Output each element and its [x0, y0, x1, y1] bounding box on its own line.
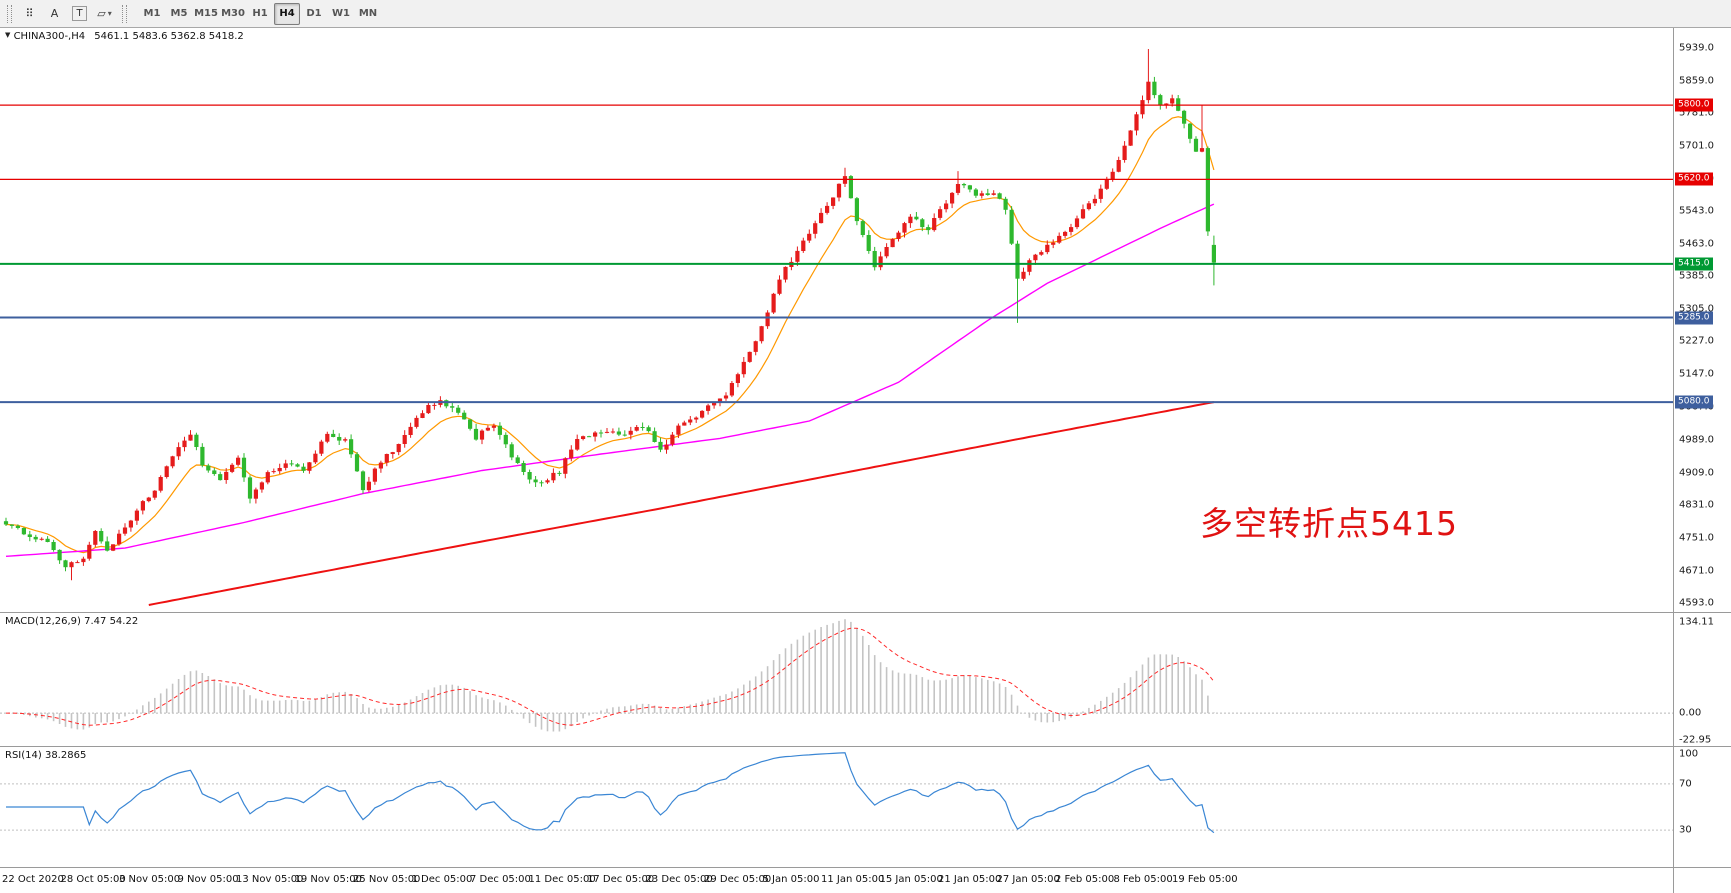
- time-axis-label: 23 Dec 05:00: [645, 874, 713, 885]
- time-axis-label: 28 Oct 05:00: [60, 874, 126, 885]
- rsi-label: RSI(14) 38.2865: [5, 750, 87, 761]
- macd-axis[interactable]: 134.11 0.00 -22.95: [1673, 613, 1731, 746]
- price-chart-panel: ▼ CHINA300-,H4 5461.1 5483.6 5362.8 5418…: [0, 28, 1731, 613]
- macd-axis-min: -22.95: [1679, 734, 1712, 746]
- rsi-panel: RSI(14) 38.2865 100 70 30: [0, 747, 1731, 868]
- text-tool-label: T: [72, 6, 87, 21]
- macd-label: MACD(12,26,9) 7.47 54.22: [5, 616, 139, 627]
- macd-histogram: [11, 619, 1215, 732]
- time-axis-label: 29 Dec 05:00: [704, 874, 772, 885]
- chart-symbol-timeframe: CHINA300-,H4: [13, 31, 86, 42]
- timeframe-button-m30[interactable]: M30: [220, 3, 246, 25]
- price-axis-label: 5781.0: [1679, 107, 1714, 119]
- timeframe-button-h4[interactable]: H4: [274, 2, 300, 25]
- timeframe-button-h1[interactable]: H1: [247, 3, 273, 25]
- price-badge-5800.0: 5800.0: [1675, 98, 1713, 112]
- price-chart-plot[interactable]: ▼ CHINA300-,H4 5461.1 5483.6 5362.8 5418…: [0, 28, 1673, 612]
- rsi-plot[interactable]: RSI(14) 38.2865: [0, 747, 1673, 867]
- price-axis-label: 5543.0: [1679, 205, 1714, 217]
- timeframe-button-d1[interactable]: D1: [301, 3, 327, 25]
- time-axis-label: 27 Jan 05:00: [996, 874, 1060, 885]
- shapes-dropdown-button[interactable]: ▱ ▾: [93, 3, 116, 25]
- time-axis-label: 9 Nov 05:00: [177, 874, 239, 885]
- time-axis-label: 11 Dec 05:00: [528, 874, 596, 885]
- price-axis-label: 4989.0: [1679, 434, 1714, 446]
- time-axis-label: 19 Feb 05:00: [1172, 874, 1238, 885]
- font-tool-button[interactable]: A: [43, 3, 66, 25]
- top-toolbar: ⠿ A T ▱ ▾ M1 M5 M15 M30 H1 H4 D1 W1 MN: [0, 0, 1731, 28]
- chart-ohlc-values: 5461.1 5483.6 5362.8 5418.2: [94, 31, 244, 42]
- price-axis[interactable]: 5939.0 5859.0 5781.0 5701.0 5620.0 5543.0 5463…: [1673, 28, 1731, 612]
- shape-icon: ▱: [97, 7, 106, 20]
- time-axis-label: 7 Dec 05:00: [470, 874, 531, 885]
- font-tool-label: A: [50, 7, 59, 20]
- time-axis-label: 25 Nov 05:00: [353, 874, 421, 885]
- candles-layer: [3, 49, 1216, 581]
- time-axis-label: 3 Nov 05:00: [119, 874, 181, 885]
- price-axis-label: 5859.0: [1679, 75, 1714, 87]
- price-axis-label: 4751.0: [1679, 532, 1714, 544]
- price-axis-label: 4909.0: [1679, 467, 1714, 479]
- timeframe-button-mn[interactable]: MN: [355, 3, 381, 25]
- time-axis-label: 15 Jan 05:00: [879, 874, 943, 885]
- time-axis-label: 21 Jan 05:00: [938, 874, 1002, 885]
- price-axis-label: 5701.0: [1679, 140, 1714, 152]
- time-axis-label: 22 Oct 2020: [2, 874, 64, 885]
- macd-plot[interactable]: MACD(12,26,9) 7.47 54.22: [0, 613, 1673, 746]
- toolbar-grip[interactable]: [122, 4, 127, 23]
- rsi-axis-70: 70: [1679, 778, 1692, 790]
- price-axis-label: 4671.0: [1679, 565, 1714, 577]
- time-axis-label: 17 Dec 05:00: [587, 874, 655, 885]
- candlestick-chart[interactable]: [0, 28, 1673, 612]
- macd-axis-max: 134.11: [1679, 616, 1714, 628]
- time-axis-label: 2 Feb 05:00: [1055, 874, 1115, 885]
- rsi-line: [6, 752, 1215, 834]
- price-badge-5285.0: 5285.0: [1675, 311, 1713, 325]
- time-axis-label: 5 Jan 05:00: [762, 874, 820, 885]
- rsi-axis[interactable]: 100 70 30: [1673, 747, 1731, 867]
- chart-title: ▼ CHINA300-,H4 5461.1 5483.6 5362.8 5418…: [5, 31, 244, 42]
- timeframe-button-w1[interactable]: W1: [328, 3, 354, 25]
- macd-signal-line: [6, 627, 1215, 726]
- chart-annotation-text[interactable]: 多空转折点5415: [1200, 504, 1458, 543]
- price-badge-5415.0: 5415.0: [1675, 257, 1713, 271]
- price-axis-label: 4593.0: [1679, 597, 1714, 609]
- price-badge-5080.0: 5080.0: [1675, 395, 1713, 409]
- time-axis-label: 8 Feb 05:00: [1113, 874, 1173, 885]
- ma-line-fast: [5, 116, 1215, 554]
- timeframe-button-m15[interactable]: M15: [193, 3, 219, 25]
- time-axis-corner: [1673, 868, 1731, 893]
- chart-context-icon: ▼: [5, 31, 11, 39]
- toolbar-grip[interactable]: [7, 4, 12, 23]
- ma-line-slow: [148, 401, 1215, 606]
- time-axis[interactable]: 22 Oct 2020 28 Oct 05:00 3 Nov 05:00 9 Nov …: [0, 868, 1731, 893]
- text-tool-button[interactable]: T: [68, 3, 91, 25]
- time-axis-label: 1 Dec 05:00: [411, 874, 473, 885]
- price-axis-label: 4831.0: [1679, 499, 1714, 511]
- price-axis-label: 5939.0: [1679, 42, 1714, 54]
- grid-icon-glyph: ⠿: [25, 7, 34, 20]
- price-axis-label: 5147.0: [1679, 368, 1714, 380]
- ma-line-mid: [5, 203, 1215, 557]
- price-axis-label: 5227.0: [1679, 335, 1714, 347]
- macd-chart: [0, 619, 1673, 732]
- timeframe-button-m5[interactable]: M5: [166, 3, 192, 25]
- time-axis-label: 13 Nov 05:00: [236, 874, 304, 885]
- rsi-axis-100: 100: [1679, 748, 1699, 760]
- rsi-chart: [0, 752, 1673, 834]
- chevron-down-icon: ▾: [107, 9, 112, 18]
- timeframe-button-m1[interactable]: M1: [139, 3, 165, 25]
- macd-axis-zero: 0.00: [1679, 707, 1702, 719]
- timeframe-group: M1 M5 M15 M30 H1 H4 D1 W1 MN: [139, 2, 381, 25]
- macd-panel: MACD(12,26,9) 7.47 54.22 134.11 0.00 -22.9…: [0, 613, 1731, 747]
- price-axis-label: 5305.0: [1679, 303, 1714, 315]
- price-axis-label: 5385.0: [1679, 270, 1714, 282]
- grid-icon[interactable]: ⠿: [18, 3, 41, 25]
- rsi-axis-30: 30: [1679, 824, 1692, 836]
- price-axis-label: 5463.0: [1679, 238, 1714, 250]
- price-badge-5620.0: 5620.0: [1675, 172, 1713, 186]
- time-axis-label: 19 Nov 05:00: [294, 874, 362, 885]
- time-axis-label: 11 Jan 05:00: [821, 874, 885, 885]
